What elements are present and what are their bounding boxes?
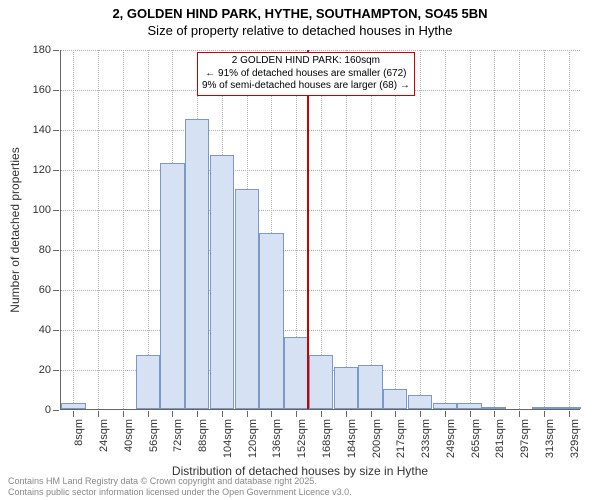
x-tick-label: 24sqm xyxy=(98,419,110,452)
x-tick xyxy=(296,411,297,417)
gridline-v xyxy=(445,50,446,409)
x-tick xyxy=(73,411,74,417)
annotation-line: 9% of semi-detached houses are larger (6… xyxy=(202,80,410,93)
x-tick-label: 136sqm xyxy=(271,419,283,458)
x-tick-label: 152sqm xyxy=(296,419,308,458)
x-tick xyxy=(148,411,149,417)
footer-line2: Contains public sector information licen… xyxy=(8,487,352,498)
y-tick-label: 140 xyxy=(33,124,61,136)
histogram-bar xyxy=(185,119,209,409)
x-tick xyxy=(420,411,421,417)
histogram-bar xyxy=(309,355,333,409)
y-axis-label: Number of detached properties xyxy=(8,65,22,230)
x-tick-label: 297sqm xyxy=(519,419,531,458)
x-tick xyxy=(569,411,570,417)
histogram-bar xyxy=(358,365,382,409)
x-tick xyxy=(371,411,372,417)
y-tick-label: 0 xyxy=(45,404,61,416)
y-tick-label: 60 xyxy=(39,284,61,296)
y-tick-label: 40 xyxy=(39,324,61,336)
chart-container: 2, GOLDEN HIND PARK, HYTHE, SOUTHAMPTON,… xyxy=(0,0,600,500)
histogram-bar xyxy=(433,403,457,409)
marker-line xyxy=(307,50,309,409)
y-tick-label: 80 xyxy=(39,244,61,256)
footer-line1: Contains HM Land Registry data © Crown c… xyxy=(8,476,352,487)
x-tick xyxy=(519,411,520,417)
x-tick-label: 313sqm xyxy=(544,419,556,458)
annotation-line: 2 GOLDEN HIND PARK: 160sqm xyxy=(202,55,410,68)
x-tick-label: 184sqm xyxy=(346,419,358,458)
y-tick-label: 160 xyxy=(33,84,61,96)
histogram-bar xyxy=(259,233,283,409)
x-tick-label: 281sqm xyxy=(494,419,506,458)
x-tick-label: 217sqm xyxy=(395,419,407,458)
histogram-bar xyxy=(383,389,407,409)
x-tick-label: 104sqm xyxy=(222,419,234,458)
histogram-bar xyxy=(136,355,160,409)
y-tick-label: 120 xyxy=(33,164,61,176)
x-tick-label: 200sqm xyxy=(371,419,383,458)
x-tick xyxy=(123,411,124,417)
gridline-v xyxy=(73,50,74,409)
annotation-line: ← 91% of detached houses are smaller (67… xyxy=(202,68,410,81)
x-tick-label: 233sqm xyxy=(420,419,432,458)
gridline-v xyxy=(494,50,495,409)
histogram-bar xyxy=(532,407,556,409)
chart-title-line1: 2, GOLDEN HIND PARK, HYTHE, SOUTHAMPTON,… xyxy=(0,0,600,23)
x-tick xyxy=(172,411,173,417)
x-tick-label: 329sqm xyxy=(569,419,581,458)
gridline-v xyxy=(544,50,545,409)
histogram-bar xyxy=(334,367,358,409)
x-tick-label: 168sqm xyxy=(321,419,333,458)
histogram-bar xyxy=(457,403,481,409)
x-tick xyxy=(494,411,495,417)
x-tick xyxy=(271,411,272,417)
x-tick-label: 120sqm xyxy=(247,419,259,458)
gridline-v xyxy=(470,50,471,409)
gridline-v xyxy=(371,50,372,409)
x-tick xyxy=(222,411,223,417)
x-tick xyxy=(544,411,545,417)
gridline-v xyxy=(519,50,520,409)
x-tick-label: 265sqm xyxy=(470,419,482,458)
histogram-bar xyxy=(235,189,259,409)
histogram-bar xyxy=(408,395,432,409)
footer-attribution: Contains HM Land Registry data © Crown c… xyxy=(8,476,352,498)
x-tick xyxy=(395,411,396,417)
gridline-v xyxy=(420,50,421,409)
chart-title-line2: Size of property relative to detached ho… xyxy=(0,23,600,38)
x-tick xyxy=(445,411,446,417)
x-tick xyxy=(346,411,347,417)
histogram-bar xyxy=(210,155,234,409)
marker-annotation: 2 GOLDEN HIND PARK: 160sqm← 91% of detac… xyxy=(197,52,415,96)
histogram-bar xyxy=(160,163,184,409)
histogram-bar xyxy=(284,337,308,409)
plot-area: 0204060801001201401601808sqm24sqm40sqm56… xyxy=(60,50,580,410)
gridline-v xyxy=(569,50,570,409)
x-tick-label: 40sqm xyxy=(123,419,135,452)
histogram-bar xyxy=(61,403,85,409)
gridline-v xyxy=(98,50,99,409)
histogram-bar xyxy=(482,407,506,409)
x-tick xyxy=(98,411,99,417)
x-tick xyxy=(470,411,471,417)
x-tick-label: 56sqm xyxy=(148,419,160,452)
y-tick-label: 20 xyxy=(39,364,61,376)
x-tick xyxy=(247,411,248,417)
gridline-v xyxy=(346,50,347,409)
gridline-v xyxy=(395,50,396,409)
x-tick-label: 8sqm xyxy=(73,419,85,446)
y-tick-label: 180 xyxy=(33,44,61,56)
gridline-v xyxy=(123,50,124,409)
x-tick-label: 72sqm xyxy=(172,419,184,452)
x-tick-label: 88sqm xyxy=(197,419,209,452)
x-tick xyxy=(197,411,198,417)
x-tick-label: 249sqm xyxy=(445,419,457,458)
y-tick-label: 100 xyxy=(33,204,61,216)
histogram-bar xyxy=(556,407,580,409)
x-tick xyxy=(321,411,322,417)
